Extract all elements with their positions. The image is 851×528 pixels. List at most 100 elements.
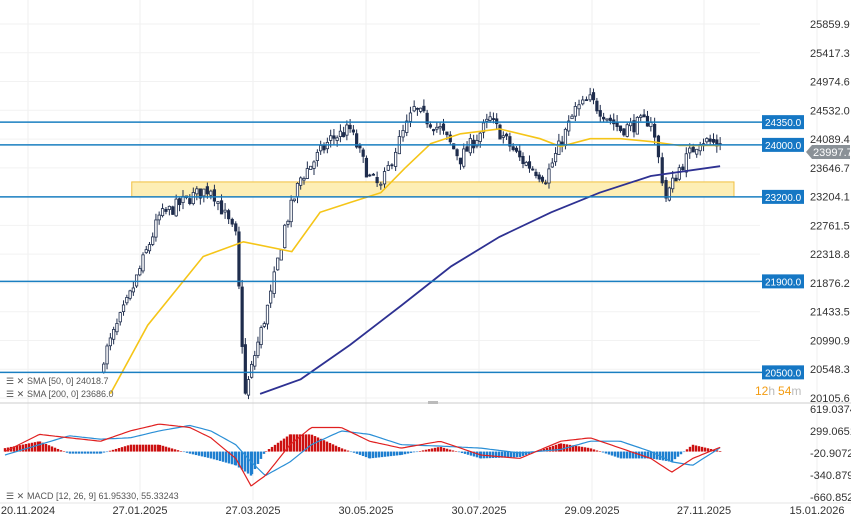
candle-body	[276, 257, 280, 271]
candle-body	[544, 182, 548, 185]
candle-body	[598, 110, 602, 117]
candle-body	[338, 130, 342, 137]
macd-histogram-bar	[712, 449, 716, 452]
candle-body	[259, 327, 263, 345]
candle-body	[485, 118, 489, 122]
macd-histogram-bar	[412, 451, 416, 453]
macd-histogram-bar	[24, 443, 28, 452]
macd-histogram-bar	[364, 451, 368, 458]
legend-macd[interactable]: ☰ ✕ MACD [12, 26, 9] 61.95330, 55.33243	[6, 491, 179, 501]
macd-histogram-bar	[521, 451, 525, 456]
candle-body	[605, 118, 609, 121]
candle-body	[138, 268, 142, 276]
candle-body	[445, 131, 449, 136]
candle-body	[144, 249, 148, 254]
pane-resize-handle[interactable]	[428, 401, 438, 404]
candle-body	[448, 134, 452, 143]
menu-icon[interactable]: ☰ ✕	[6, 491, 24, 501]
macd-histogram-bar	[53, 447, 57, 452]
macd-histogram-bar	[682, 451, 686, 453]
candle-body	[537, 174, 541, 180]
macd-histogram-bar	[598, 451, 602, 452]
macd-histogram-bar	[267, 449, 271, 452]
macd-histogram-bar	[371, 451, 375, 459]
macd-histogram-bar	[307, 434, 311, 452]
menu-icon[interactable]: ☰ ✕	[6, 389, 24, 399]
macd-histogram-bar	[358, 451, 362, 455]
candle-body	[573, 106, 577, 117]
macd-histogram-bar	[170, 448, 174, 452]
candle-body	[412, 106, 416, 112]
candle-body	[115, 323, 119, 333]
macd-histogram-bar	[592, 449, 596, 452]
legend-sma200[interactable]: ☰ ✕ SMA [200, 0] 23686.0	[6, 389, 114, 399]
macd-histogram-bar	[628, 451, 632, 459]
level-label-box[interactable]	[762, 115, 804, 130]
macd-histogram-bar	[518, 451, 522, 457]
candle-body	[584, 99, 589, 102]
macd-histogram-bar	[392, 451, 396, 456]
candle-body	[364, 157, 369, 178]
price-tick-label: 20990.9	[810, 335, 850, 347]
candle-body	[358, 144, 362, 149]
macd-histogram-bar	[559, 443, 563, 452]
candle-body	[514, 147, 519, 152]
candle-body	[438, 126, 442, 129]
candle-body	[205, 186, 209, 195]
macd-histogram-bar	[554, 444, 558, 452]
candle-body	[478, 132, 482, 142]
macd-histogram-bar	[475, 451, 479, 458]
macd-histogram-bar	[92, 451, 96, 454]
candle-body	[299, 177, 303, 186]
level-label: 23200.0	[765, 193, 802, 204]
macd-histogram-bar	[224, 451, 228, 463]
sma200-line[interactable]	[259, 165, 721, 395]
macd-histogram-bar	[409, 451, 413, 453]
level-label-box[interactable]	[762, 189, 804, 204]
date-tick-label: 27.03.2025	[225, 505, 280, 517]
level-label-box[interactable]	[762, 365, 804, 380]
level-label-box[interactable]	[762, 274, 804, 289]
macd-histogram-bar	[418, 451, 422, 452]
level-label-box[interactable]	[762, 137, 804, 152]
candle-body	[462, 148, 466, 167]
candle-body	[253, 355, 257, 367]
macd-histogram-bar	[156, 444, 160, 452]
candle-body	[691, 146, 695, 153]
candle-body	[540, 176, 545, 182]
macd-line[interactable]	[4, 423, 721, 487]
level-label: 20500.0	[765, 368, 802, 379]
macd-histogram-bar	[194, 451, 198, 456]
candle-body	[174, 198, 178, 217]
candle-body	[588, 94, 592, 101]
date-tick-label: 15.01.2026	[789, 505, 844, 517]
macd-histogram-bar	[497, 451, 501, 458]
macd-histogram-bar	[583, 447, 587, 452]
level-label: 21900.0	[765, 277, 802, 288]
legend-sma50[interactable]: ☰ ✕ SMA [50, 0] 24018.7	[6, 376, 109, 386]
macd-histogram-bar	[150, 444, 154, 452]
candle-body	[671, 177, 675, 190]
candle-body	[705, 138, 709, 143]
candle-body	[191, 192, 195, 205]
candle-body	[212, 189, 217, 202]
horizontal-levels[interactable]: 24350.0 24000.0 23200.0 21900.0 20500.0	[0, 115, 804, 380]
price-tick-label: 23204.1	[810, 192, 850, 204]
macd-histogram-bar	[548, 446, 552, 452]
candle-body	[681, 166, 685, 171]
menu-icon[interactable]: ☰ ✕	[6, 376, 24, 386]
candle-body	[642, 114, 646, 118]
candle-body	[677, 167, 681, 180]
price-tick-label: 21433.5	[810, 307, 850, 319]
macd-histogram-bar	[18, 445, 22, 452]
macd-histogram-bar	[74, 451, 78, 454]
support-zone-rect[interactable]	[131, 181, 735, 198]
macd-histogram-bar	[676, 451, 680, 457]
macd-histogram-bar	[138, 444, 142, 452]
candle-body	[319, 145, 323, 152]
sma50-line[interactable]	[109, 128, 721, 395]
macd-histogram-bar	[218, 451, 222, 461]
candle-body	[329, 135, 333, 141]
macd-histogram-bar	[282, 438, 286, 452]
